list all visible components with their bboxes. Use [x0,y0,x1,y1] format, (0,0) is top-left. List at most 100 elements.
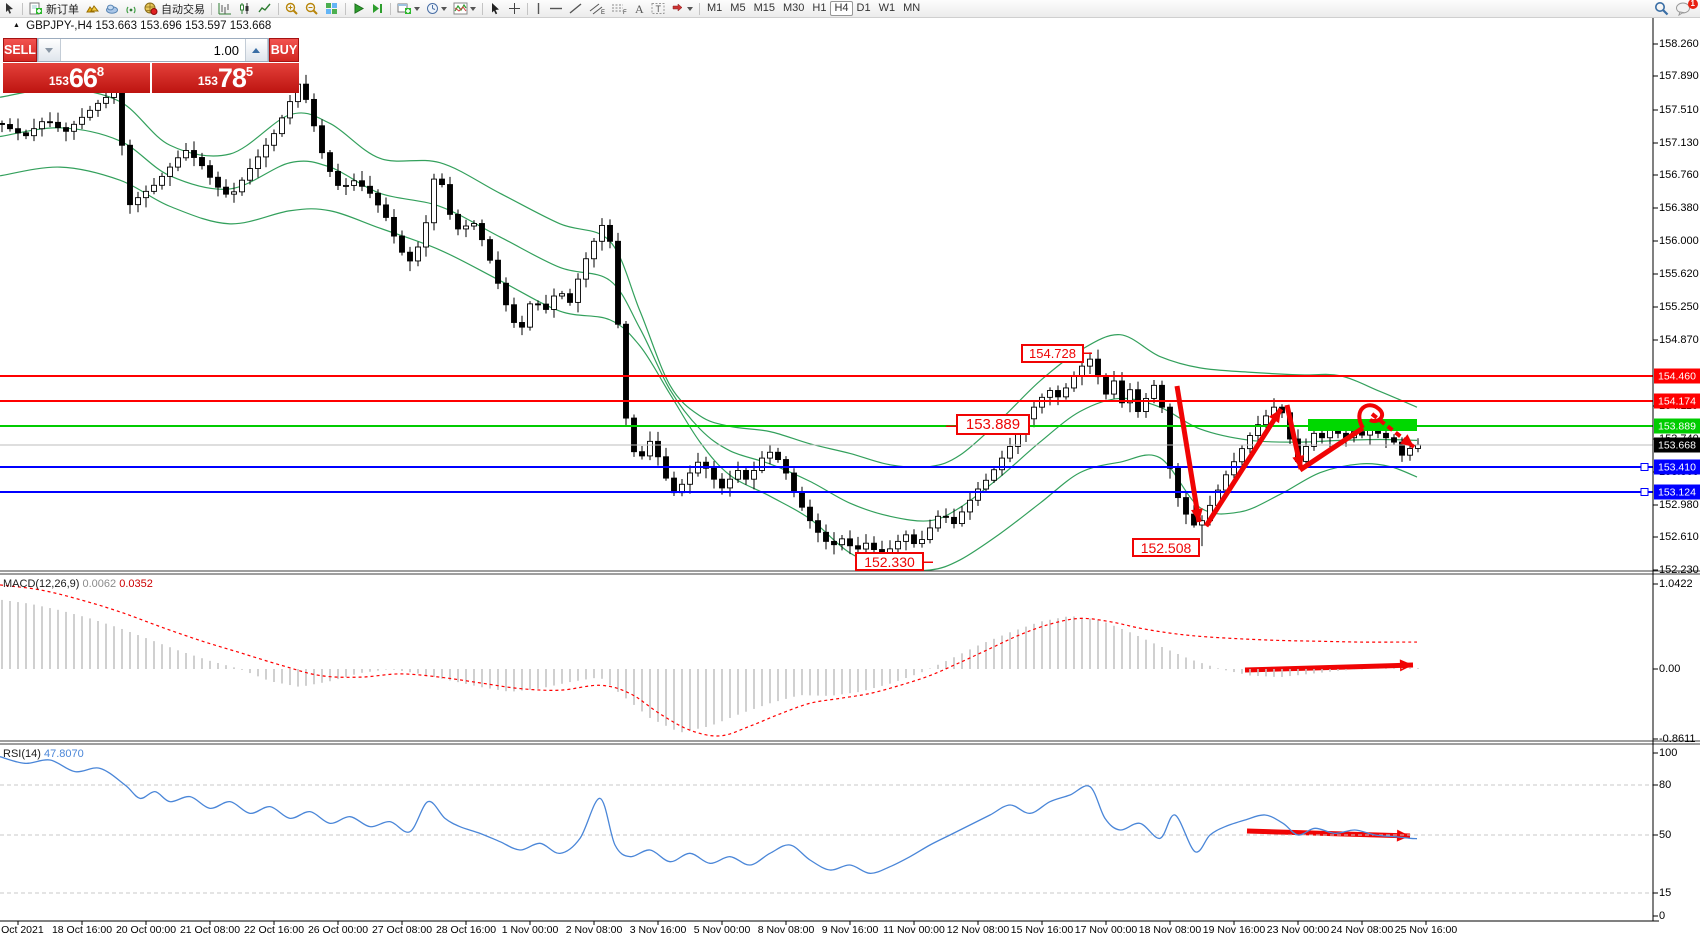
autotrading-button[interactable]: 自动交易 [141,1,208,16]
tf-mn[interactable]: MN [899,2,924,15]
rsi-panel[interactable] [0,756,1653,894]
line-handle[interactable] [1640,462,1649,472]
cursor-tool[interactable] [486,1,505,16]
tf-m5[interactable]: M5 [726,2,749,15]
chart-shift-icon[interactable] [0,1,19,16]
bear-candle [815,520,821,533]
drop-arrow[interactable] [1174,385,1202,523]
tf-h4[interactable]: H4 [830,1,853,16]
chat-icon[interactable]: 1 [1672,0,1698,16]
text-tool[interactable]: A [630,1,648,16]
tf-m15[interactable]: M15 [750,2,779,15]
swing-low-label[interactable]: 152.508 [1132,538,1200,557]
bear-candle [1167,406,1173,469]
bollinger-bands[interactable] [0,87,1418,572]
volume-increase-button[interactable] [244,39,268,61]
bollinger-lower [0,166,1418,572]
bull-candle [167,166,173,177]
strategy-tester-icon[interactable] [349,1,368,16]
line-chart-icon[interactable] [255,1,275,16]
bear-candle [615,240,621,325]
bear-candle [1055,390,1061,398]
zoom-in-icon[interactable] [282,1,302,16]
ohlc-low: 153.597 [184,20,227,32]
macd-panel[interactable] [0,584,1419,737]
candle-chart-icon[interactable] [235,1,255,16]
rsi-line[interactable] [0,756,1418,874]
macd-signal-line[interactable] [0,584,1417,737]
tf-d1[interactable]: D1 [853,2,875,15]
bar-chart-icon[interactable] [215,1,235,16]
profiles-icon[interactable] [423,1,450,16]
bear-candle [399,235,405,253]
pivot-label[interactable]: 153.889 [956,414,1030,435]
zoom-out-icon[interactable] [302,1,322,16]
buy-button[interactable]: BUY [268,38,299,62]
tf-m30[interactable]: M30 [779,2,808,15]
horizontal-level-lines[interactable] [0,375,1653,497]
bull-candle [919,539,925,545]
line-handle[interactable] [1640,487,1649,497]
bull-candle [471,223,477,227]
horizontal-line-tool[interactable] [546,1,566,16]
chevron-down-icon[interactable] [414,6,420,11]
volume-decrease-button[interactable] [37,39,61,61]
bull-candle [31,128,37,137]
search-icon[interactable] [1651,1,1672,16]
bear-candle [407,251,413,262]
bear-candle [1119,380,1125,404]
toolbar-right-group: 1 [1651,0,1698,17]
bull-candle [591,240,597,260]
swing-high-label[interactable]: 154.728 [1021,344,1084,363]
chevron-down-icon[interactable] [441,6,447,11]
step-forward-icon[interactable] [368,1,387,16]
bull-candle [559,293,565,297]
sell-button[interactable]: SELL [3,38,37,62]
bear-candle [711,467,717,480]
label-tool[interactable]: T [648,1,668,16]
bear-candle [1183,497,1189,515]
market-watch-icon[interactable] [102,1,122,16]
signals-icon[interactable] [122,1,141,16]
loop-path[interactable] [1357,403,1385,430]
bull-candle [687,472,693,485]
bull-candle [1111,380,1117,395]
bull-candle [1255,424,1261,436]
volume-input[interactable] [60,39,245,61]
crosshair-tool[interactable] [505,1,524,16]
chevron-down-icon[interactable] [687,6,693,11]
new-order-button[interactable]: 新订单 [26,1,82,16]
bear-candle [847,538,853,547]
bear-candle [623,323,629,419]
symbol-period: GBPJPY-,H4 [26,20,93,32]
tf-m1[interactable]: M1 [703,2,726,15]
buy-price-box[interactable]: 153 78 5 [152,63,299,93]
chevron-down-icon[interactable] [470,6,476,11]
sell-price-box[interactable]: 153 66 8 [3,63,150,93]
new-chart-icon[interactable] [394,1,423,16]
channel-tool[interactable]: E [586,1,608,16]
svg-text:E: E [601,10,605,15]
fibonacci-tool[interactable]: F [608,1,630,16]
rise-line[interactable] [1298,425,1365,473]
bottom-label[interactable]: 152.330 [855,552,924,571]
tf-h1[interactable]: H1 [808,2,830,15]
arrows-tool[interactable] [668,1,696,16]
depth-of-market-icon[interactable] [82,1,102,16]
bear-candle [191,150,197,158]
bear-candle [1383,432,1389,439]
annotation-arrows[interactable] [1174,385,1416,842]
bull-candle [1087,358,1093,367]
bull-candle [1247,435,1253,450]
macd-flat-arrow[interactable] [1244,662,1414,673]
toolbar-separator [482,2,483,15]
trendline-tool[interactable] [566,1,586,16]
tile-windows-icon[interactable] [322,1,342,16]
rally-arrow[interactable] [1203,407,1284,528]
tf-w1[interactable]: W1 [875,2,900,15]
candlestick-series[interactable] [0,74,1421,562]
indicators-icon[interactable] [450,1,479,16]
vertical-line-tool[interactable] [531,1,546,16]
bull-candle [247,168,253,181]
